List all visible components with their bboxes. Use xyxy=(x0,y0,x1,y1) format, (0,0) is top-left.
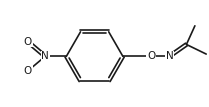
Text: N: N xyxy=(41,51,49,61)
Text: O: O xyxy=(24,37,32,47)
Text: O: O xyxy=(24,66,32,76)
Text: O: O xyxy=(147,51,155,61)
Text: N: N xyxy=(166,51,173,61)
